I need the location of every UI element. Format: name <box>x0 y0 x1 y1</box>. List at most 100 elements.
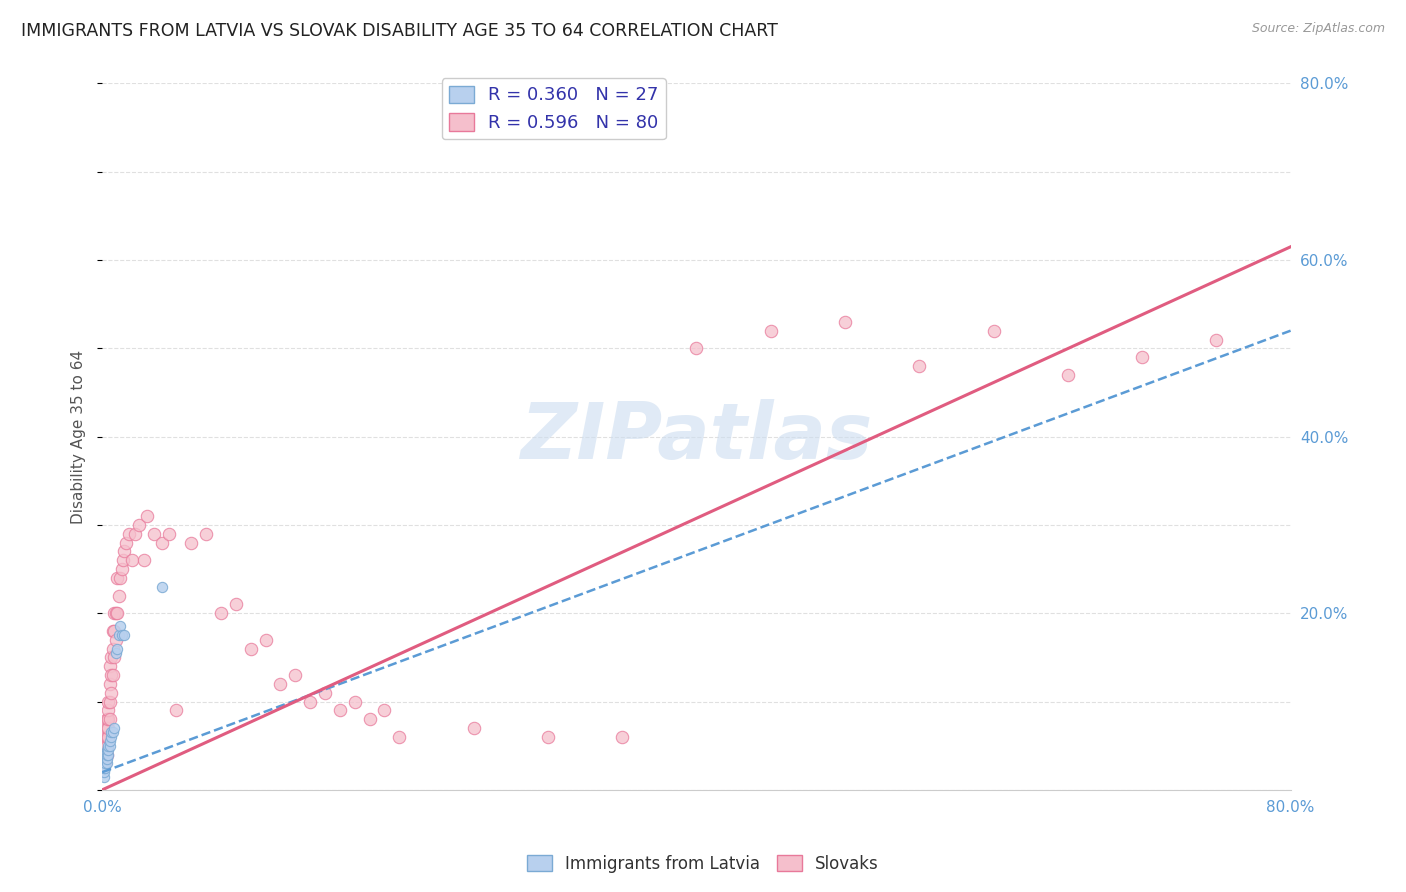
Point <box>1130 350 1153 364</box>
Point <box>100 650 122 665</box>
Point <box>110 628 132 642</box>
Y-axis label: Disability Age 35 to 64: Disability Age 35 to 64 <box>72 350 86 524</box>
Point <box>107 589 129 603</box>
Point <box>329 703 352 717</box>
Point <box>124 526 146 541</box>
Point <box>239 641 262 656</box>
Point <box>96 747 118 762</box>
Point <box>1056 368 1078 382</box>
Point <box>94 752 117 766</box>
Point <box>100 668 122 682</box>
Point <box>1205 333 1227 347</box>
Point <box>93 747 115 762</box>
Point <box>94 756 117 771</box>
Point <box>108 619 131 633</box>
Point <box>100 725 122 739</box>
Point <box>98 712 121 726</box>
Point <box>107 628 129 642</box>
Point <box>93 739 115 753</box>
Point <box>97 694 120 708</box>
Point <box>94 747 117 762</box>
Point <box>97 703 120 717</box>
Point <box>114 628 136 642</box>
Point <box>104 632 127 647</box>
Point <box>121 553 143 567</box>
Point <box>96 756 118 771</box>
Point <box>343 694 366 708</box>
Point <box>104 646 127 660</box>
Point <box>105 571 128 585</box>
Point <box>610 730 633 744</box>
Point <box>97 730 120 744</box>
Point <box>93 770 115 784</box>
Point <box>96 747 118 762</box>
Point <box>537 730 560 744</box>
Point <box>463 721 485 735</box>
Point <box>97 721 120 735</box>
Point <box>180 535 202 549</box>
Text: ZIPatlas: ZIPatlas <box>520 399 873 475</box>
Point <box>97 743 120 757</box>
Point <box>834 315 856 329</box>
Point <box>93 752 115 766</box>
Point <box>98 659 121 673</box>
Text: Source: ZipAtlas.com: Source: ZipAtlas.com <box>1251 22 1385 36</box>
Point <box>195 526 218 541</box>
Point <box>103 650 125 665</box>
Point <box>110 562 132 576</box>
Point <box>103 624 125 638</box>
Point <box>98 677 121 691</box>
Point <box>93 761 115 775</box>
Point <box>97 747 120 762</box>
Point <box>143 526 166 541</box>
Point <box>94 756 117 771</box>
Point <box>284 668 307 682</box>
Point <box>225 598 247 612</box>
Point <box>104 606 127 620</box>
Point <box>96 730 118 744</box>
Point <box>135 509 157 524</box>
Point <box>101 668 124 682</box>
Point <box>93 765 115 780</box>
Point <box>111 553 134 567</box>
Point <box>97 739 120 753</box>
Point <box>685 342 707 356</box>
Point <box>108 571 131 585</box>
Point <box>105 606 128 620</box>
Point <box>254 632 277 647</box>
Point <box>269 677 291 691</box>
Point <box>314 686 336 700</box>
Point <box>94 743 117 757</box>
Point <box>101 725 124 739</box>
Point <box>103 721 125 735</box>
Legend: R = 0.360   N = 27, R = 0.596   N = 80: R = 0.360 N = 27, R = 0.596 N = 80 <box>441 78 666 139</box>
Point <box>209 606 232 620</box>
Point <box>114 544 136 558</box>
Point <box>100 686 122 700</box>
Point <box>98 734 121 748</box>
Text: IMMIGRANTS FROM LATVIA VS SLOVAK DISABILITY AGE 35 TO 64 CORRELATION CHART: IMMIGRANTS FROM LATVIA VS SLOVAK DISABIL… <box>21 22 778 40</box>
Point <box>157 526 180 541</box>
Point <box>94 752 117 766</box>
Point <box>373 703 395 717</box>
Point <box>166 703 188 717</box>
Point <box>150 535 173 549</box>
Point <box>359 712 381 726</box>
Point <box>908 359 931 373</box>
Point <box>132 553 155 567</box>
Point <box>118 526 141 541</box>
Point <box>100 730 122 744</box>
Point <box>96 712 118 726</box>
Point <box>128 517 150 532</box>
Point <box>96 739 118 753</box>
Point <box>94 734 117 748</box>
Point <box>115 535 138 549</box>
Point <box>299 694 322 708</box>
Point <box>93 756 115 771</box>
Point <box>101 641 124 656</box>
Legend: Immigrants from Latvia, Slovaks: Immigrants from Latvia, Slovaks <box>520 848 886 880</box>
Point <box>97 712 120 726</box>
Point <box>94 739 117 753</box>
Point <box>759 324 782 338</box>
Point <box>150 580 173 594</box>
